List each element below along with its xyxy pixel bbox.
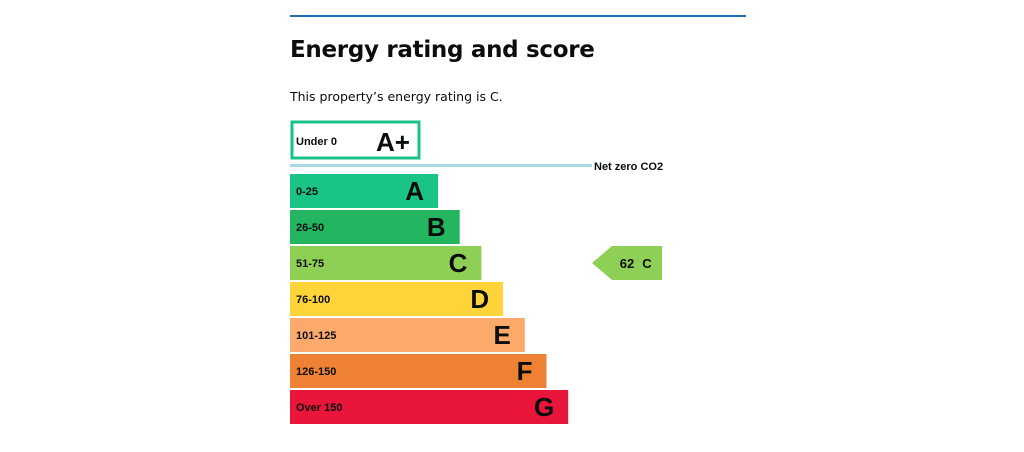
top-band-range: Under 0 — [296, 136, 337, 148]
top-band-letter: A+ — [376, 127, 410, 157]
band-range-label: 51-75 — [296, 258, 324, 270]
section-divider — [290, 15, 746, 17]
band-letter: B — [427, 212, 446, 242]
page-title: Energy rating and score — [290, 37, 595, 63]
band-d-bar — [290, 282, 504, 316]
band-letter: A — [405, 176, 424, 206]
band-range-label: Over 150 — [296, 402, 342, 414]
band-e: 101-125 E — [290, 318, 525, 352]
band-d: 76-100 D — [290, 282, 504, 316]
net-zero-marker: Net zero CO2 — [290, 161, 663, 173]
band-letter: F — [517, 356, 533, 386]
band-a: 0-25 A — [290, 174, 438, 208]
band-letter: C — [449, 248, 468, 278]
band-range-label: 0-25 — [296, 186, 318, 198]
current-rating-letter: C — [642, 256, 652, 271]
net-zero-line — [290, 164, 592, 167]
band-letter: E — [493, 320, 510, 350]
band-letter: G — [534, 392, 554, 422]
band-g-bar — [290, 390, 569, 424]
band-a-bar — [290, 174, 438, 208]
band-b: 26-50 B — [290, 210, 460, 244]
band-b-bar — [290, 210, 460, 244]
band-range-label: 76-100 — [296, 294, 330, 306]
band-c: 51-75 C — [290, 246, 482, 280]
band-letter: D — [470, 284, 489, 314]
band-f: 126-150 F — [290, 354, 547, 388]
band-c-bar — [290, 246, 482, 280]
current-rating-arrow — [592, 246, 662, 280]
band-f-bar — [290, 354, 547, 388]
band-range-label: 126-150 — [296, 366, 336, 378]
rating-summary: This property’s energy rating is C. — [290, 89, 503, 104]
current-rating-marker: 62 C — [592, 246, 662, 280]
net-zero-label: Net zero CO2 — [594, 161, 663, 173]
band-e-bar — [290, 318, 525, 352]
top-band: Under 0 A+ — [290, 120, 421, 160]
rating-bands: 0-25 A 26-50 B 51-75 C 76-100 D 101-125 E 126-150 F… — [290, 174, 569, 424]
band-range-label: 26-50 — [296, 222, 324, 234]
band-range-label: 101-125 — [296, 330, 336, 342]
current-rating-score: 62 — [620, 256, 634, 271]
band-g: Over 150 G — [290, 390, 569, 424]
top-band-box — [290, 120, 421, 160]
